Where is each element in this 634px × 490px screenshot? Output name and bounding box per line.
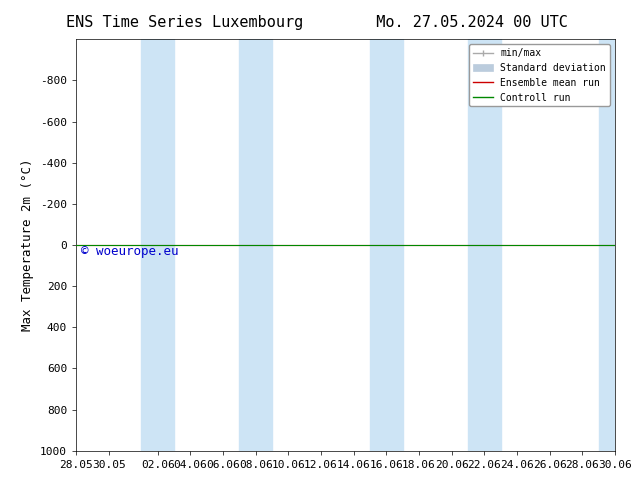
Bar — [468, 39, 501, 451]
Bar — [370, 39, 403, 451]
Legend: min/max, Standard deviation, Ensemble mean run, Controll run: min/max, Standard deviation, Ensemble me… — [469, 44, 610, 106]
Text: ENS Time Series Luxembourg        Mo. 27.05.2024 00 UTC: ENS Time Series Luxembourg Mo. 27.05.202… — [66, 15, 568, 30]
Bar — [240, 39, 272, 451]
Text: © woeurope.eu: © woeurope.eu — [81, 245, 179, 258]
Bar — [598, 39, 631, 451]
Bar — [141, 39, 174, 451]
Y-axis label: Max Temperature 2m (°C): Max Temperature 2m (°C) — [22, 159, 34, 331]
